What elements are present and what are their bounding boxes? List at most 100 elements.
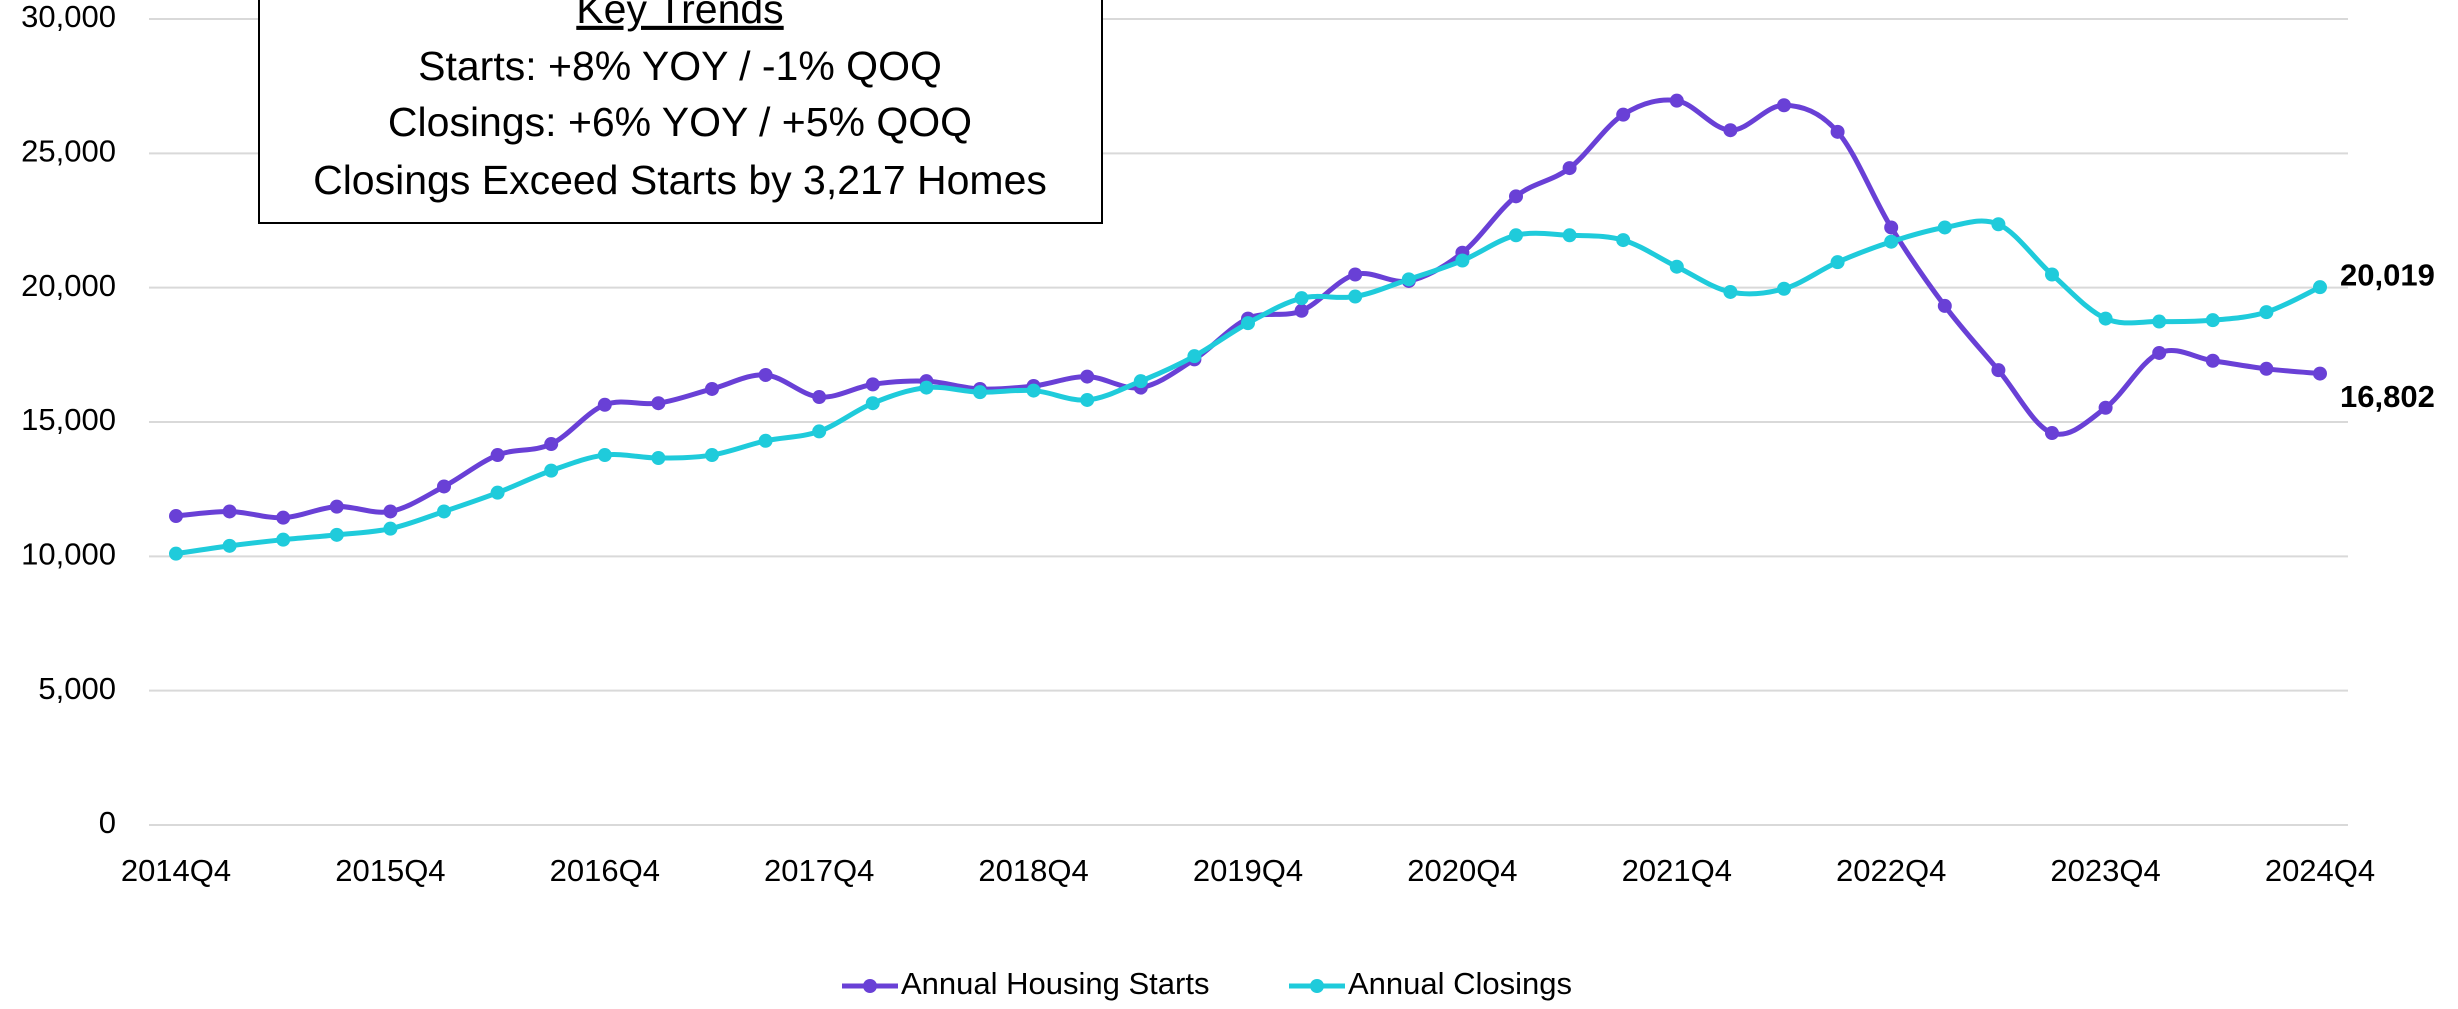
data-point bbox=[1884, 234, 1899, 249]
data-point bbox=[222, 538, 237, 553]
data-point bbox=[1991, 217, 2006, 232]
legend-label: Annual Housing Starts bbox=[901, 966, 1209, 1001]
y-tick-label: 20,000 bbox=[21, 268, 116, 303]
data-point bbox=[812, 424, 827, 439]
data-point bbox=[1080, 392, 1095, 407]
data-point bbox=[919, 380, 934, 395]
y-tick-label: 15,000 bbox=[21, 402, 116, 437]
annotation-box bbox=[258, 0, 1103, 224]
x-tick-label: 2015Q4 bbox=[335, 853, 445, 888]
data-point bbox=[2313, 280, 2327, 295]
end-label: 20,019 bbox=[2340, 257, 2435, 292]
data-point bbox=[651, 451, 666, 466]
data-point bbox=[812, 390, 827, 405]
x-tick-label: 2022Q4 bbox=[1836, 853, 1946, 888]
data-point bbox=[2152, 314, 2167, 329]
data-point bbox=[1777, 281, 1791, 296]
y-tick-label: 25,000 bbox=[21, 134, 116, 169]
data-point bbox=[1348, 289, 1363, 304]
data-point bbox=[2259, 305, 2274, 320]
data-point bbox=[1401, 272, 1416, 287]
data-point bbox=[705, 448, 719, 463]
data-point bbox=[276, 532, 291, 547]
data-point bbox=[1777, 98, 1791, 113]
data-point bbox=[2098, 400, 2113, 415]
data-point bbox=[169, 509, 183, 524]
data-point bbox=[2313, 366, 2327, 381]
data-point bbox=[1026, 383, 1041, 398]
annotation-line: Starts: +8% YOY / -1% QOQ bbox=[418, 43, 942, 89]
data-point bbox=[1509, 228, 1523, 243]
annotation-line: Closings Exceed Starts by 3,217 Homes bbox=[313, 157, 1047, 203]
annotation-line: Closings: +6% YOY / +5% QOQ bbox=[388, 99, 972, 145]
data-point bbox=[1187, 349, 1202, 364]
x-tick-label: 2018Q4 bbox=[978, 853, 1088, 888]
legend-marker bbox=[863, 979, 877, 993]
data-point bbox=[1562, 161, 1577, 176]
data-point bbox=[490, 448, 505, 463]
data-point bbox=[169, 546, 183, 561]
annotation-title: Key Trends bbox=[576, 0, 783, 32]
data-point bbox=[758, 433, 773, 448]
data-point bbox=[329, 527, 344, 542]
data-point bbox=[383, 504, 398, 519]
data-point bbox=[2045, 426, 2059, 441]
data-point bbox=[2152, 345, 2167, 360]
x-tick-label: 2021Q4 bbox=[1622, 853, 1732, 888]
data-point bbox=[1455, 253, 1470, 268]
y-tick-label: 30,000 bbox=[21, 0, 116, 34]
x-tick-label: 2017Q4 bbox=[764, 853, 874, 888]
data-point bbox=[1133, 374, 1148, 389]
data-point bbox=[544, 437, 559, 452]
data-point bbox=[276, 510, 291, 525]
data-point bbox=[2045, 267, 2059, 282]
data-point bbox=[1884, 220, 1899, 235]
data-point bbox=[437, 479, 451, 494]
data-point bbox=[1669, 93, 1684, 108]
x-tick-label: 2023Q4 bbox=[2050, 853, 2160, 888]
data-point bbox=[383, 521, 398, 536]
data-point bbox=[973, 385, 987, 400]
data-point bbox=[1616, 233, 1631, 248]
x-tick-label: 2019Q4 bbox=[1193, 853, 1303, 888]
data-point bbox=[1937, 298, 1952, 313]
data-point bbox=[865, 396, 880, 411]
data-point bbox=[2205, 313, 2220, 328]
data-point bbox=[1669, 259, 1684, 274]
data-point bbox=[2205, 353, 2220, 368]
y-tick-label: 5,000 bbox=[38, 671, 116, 706]
legend-label: Annual Closings bbox=[1348, 966, 1572, 1001]
x-tick-label: 2014Q4 bbox=[121, 853, 231, 888]
data-point bbox=[1723, 284, 1738, 299]
data-point bbox=[1937, 220, 1952, 235]
data-point bbox=[2098, 311, 2113, 326]
data-point bbox=[1616, 107, 1631, 122]
series-line bbox=[175, 218, 2322, 557]
x-tick-label: 2020Q4 bbox=[1407, 853, 1517, 888]
data-point bbox=[1294, 291, 1309, 306]
x-tick-label: 2016Q4 bbox=[550, 853, 660, 888]
x-tick-label: 2024Q4 bbox=[2265, 853, 2375, 888]
data-point bbox=[597, 397, 612, 412]
data-point bbox=[865, 377, 880, 392]
data-point bbox=[1348, 267, 1363, 282]
legend-marker bbox=[1310, 979, 1324, 993]
data-point bbox=[437, 504, 451, 519]
data-point bbox=[2259, 361, 2274, 376]
y-tick-label: 0 bbox=[99, 805, 116, 840]
data-point bbox=[1080, 369, 1095, 384]
data-point bbox=[1723, 123, 1738, 138]
data-point bbox=[222, 504, 237, 519]
end-label: 16,802 bbox=[2340, 379, 2435, 414]
data-point bbox=[1294, 303, 1309, 318]
data-point bbox=[1830, 124, 1845, 139]
data-point bbox=[1241, 316, 1255, 331]
data-point bbox=[1562, 228, 1577, 243]
data-point bbox=[705, 381, 719, 396]
data-point bbox=[329, 499, 344, 514]
y-tick-label: 10,000 bbox=[21, 537, 116, 572]
data-point bbox=[758, 367, 773, 382]
data-point bbox=[1830, 255, 1845, 270]
data-point bbox=[490, 485, 505, 500]
